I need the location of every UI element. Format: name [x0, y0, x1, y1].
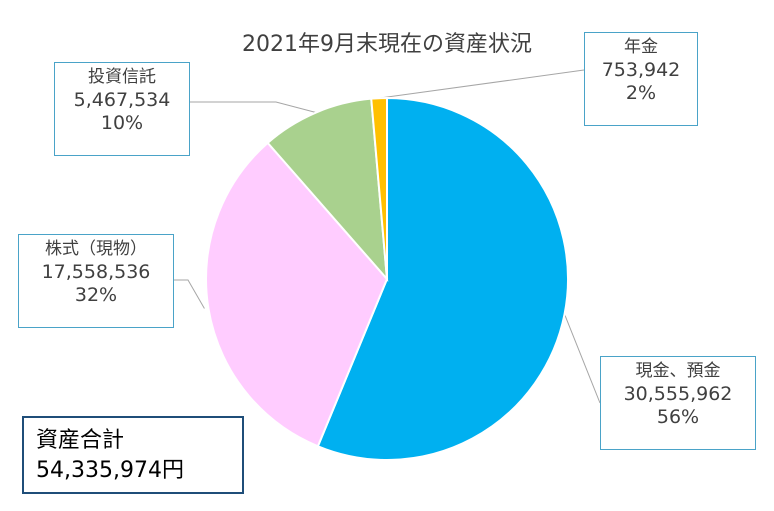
leader-line	[174, 279, 205, 309]
slice-investment-trust	[266, 97, 389, 282]
slice-label: 現金、預金	[635, 361, 721, 381]
total-assets-box: 資産合計 54,335,974円	[22, 416, 244, 494]
slice-percent: 2%	[625, 82, 657, 104]
slice-pension	[370, 96, 388, 280]
callout-stocks: 株式（現物） 17,558,536 32%	[18, 234, 174, 328]
total-label: 資産合計	[36, 428, 125, 453]
slice-percent: 56%	[656, 406, 700, 428]
leader-line	[190, 101, 317, 114]
slice-value: 5,467,534	[73, 89, 171, 111]
callout-pension: 年金 753,942 2%	[584, 32, 698, 126]
slice-value: 30,555,962	[623, 383, 733, 405]
slice-cash-deposits	[316, 96, 569, 461]
slice-label: 投資信託	[88, 67, 156, 87]
total-value: 54,335,974円	[36, 458, 184, 483]
callout-investment-trust: 投資信託 5,467,534 10%	[54, 62, 190, 156]
slice-value: 17,558,536	[41, 261, 151, 283]
slice-value: 753,942	[601, 59, 681, 81]
slice-label: 株式（現物）	[45, 239, 147, 259]
slice-stocks	[205, 141, 389, 448]
leader-line	[564, 314, 601, 404]
slice-percent: 32%	[74, 284, 118, 306]
slice-label: 年金	[624, 37, 658, 57]
slice-percent: 10%	[100, 112, 144, 134]
callout-cash-deposits: 現金、預金 30,555,962 56%	[600, 356, 756, 450]
chart-title: 2021年9月末現在の資産状況	[242, 32, 532, 57]
leader-line	[379, 69, 585, 99]
